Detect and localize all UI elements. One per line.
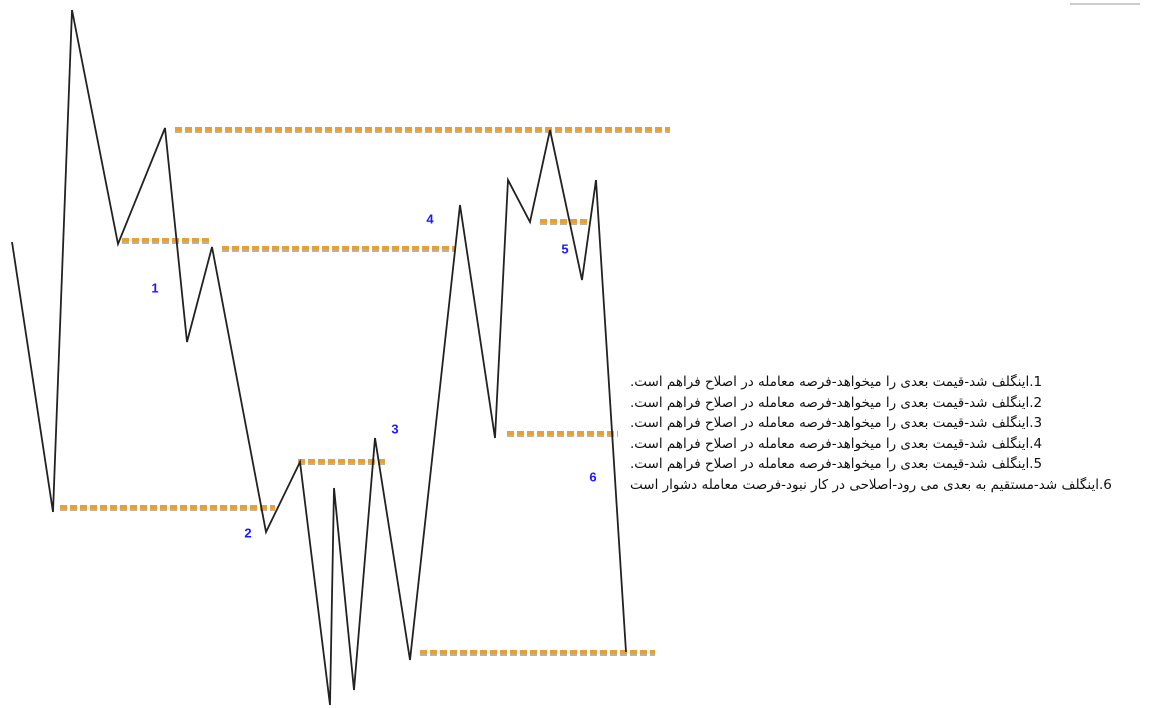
note: 1.اینگلف شد-قیمت بعدی را میخواهد-فرصه مع… [630, 374, 1043, 390]
notes: 1.اینگلف شد-قیمت بعدی را میخواهد-فرصه مع… [630, 372, 1170, 495]
note: 4.اینگلف شد-قیمت بعدی را میخواهد-فرصه مع… [630, 435, 1043, 452]
label: 6 [589, 469, 596, 484]
label: 5 [561, 241, 568, 256]
label: 1 [151, 280, 158, 295]
note: 5.اینگلف شد-قیمت بعدی را میخواهد-فرصه مع… [630, 456, 1043, 472]
price-line [11, 9, 627, 706]
note: 3.اینگلف شد-قیمت بعدی را میخواهد-فرصه مع… [630, 415, 1043, 431]
label: 3 [391, 421, 398, 436]
label: 4 [426, 211, 434, 226]
label: 2 [244, 525, 251, 540]
levels [60, 127, 670, 656]
note: 2.اینگلف شد-قیمت بعدی را میخواهد-فرصه مع… [630, 394, 1043, 411]
note: 6.اینگلف شد-مستقیم به بعدی می رود-اصلاحی… [630, 476, 1112, 493]
